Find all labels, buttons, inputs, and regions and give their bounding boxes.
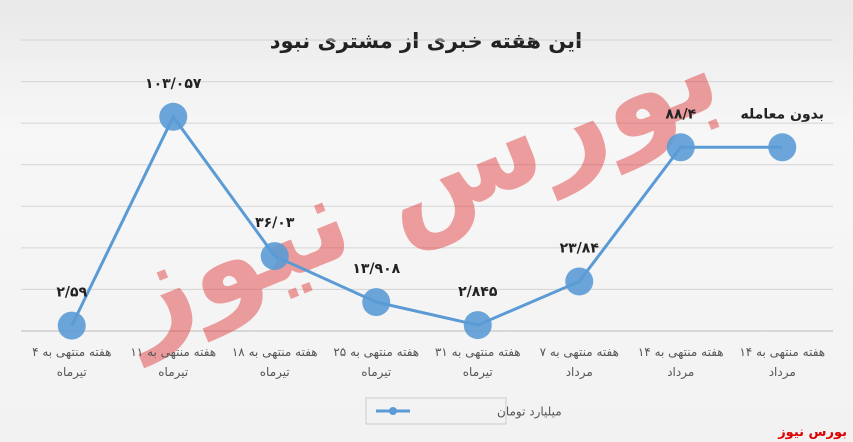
watermark: بورس نیوز [92,0,738,368]
x-tick-label: هفته منتهی به ۳۱ تیرماه [434,345,521,379]
point [260,242,289,271]
value-label: ۲۳/۸۴ [560,240,600,256]
value-label: ۲/۵۹ [56,285,87,301]
value-label: ۸۸/۴ [665,106,696,122]
value-label: ۱۰۳/۰۵۷ [145,76,202,92]
point [768,133,797,162]
x-tick-label: هفته منتهی به ۱۴ مرداد [739,345,826,379]
x-tick-label: هفته منتهی به ۷ مرداد [539,345,619,379]
point [159,102,188,131]
value-label: ۲/۸۴۵ [458,284,498,300]
x-tick-label: هفته منتهی به ۱۴ مرداد [637,345,724,379]
point [362,288,391,317]
chart-title: این هفته خبری از مشتری نبود [270,29,582,53]
point [57,311,86,340]
x-tick-label: هفته منتهی به ۴ تیرماه [32,345,112,379]
point [565,267,594,296]
source: بورس نیوز [778,425,847,440]
point [463,311,492,340]
value-label: ۳۶/۰۳ [255,215,295,231]
legend-box [365,397,507,425]
x-tick-label: هفته منتهی به ۱۸ تیرماه [231,345,318,379]
legend-marker [389,407,397,415]
x-tick-label: هفته منتهی به ۱۱ تیرماه [130,345,217,379]
x-tick-label: هفته منتهی به ۲۵ تیرماه [333,345,420,379]
legend-label: میلیارد تومان [497,405,562,420]
legend: میلیارد تومان [365,397,562,425]
value-label: ۱۳/۹۰۸ [352,261,400,277]
point [666,133,695,162]
series-line [70,113,783,327]
value-label: بدون معامله [740,106,824,122]
